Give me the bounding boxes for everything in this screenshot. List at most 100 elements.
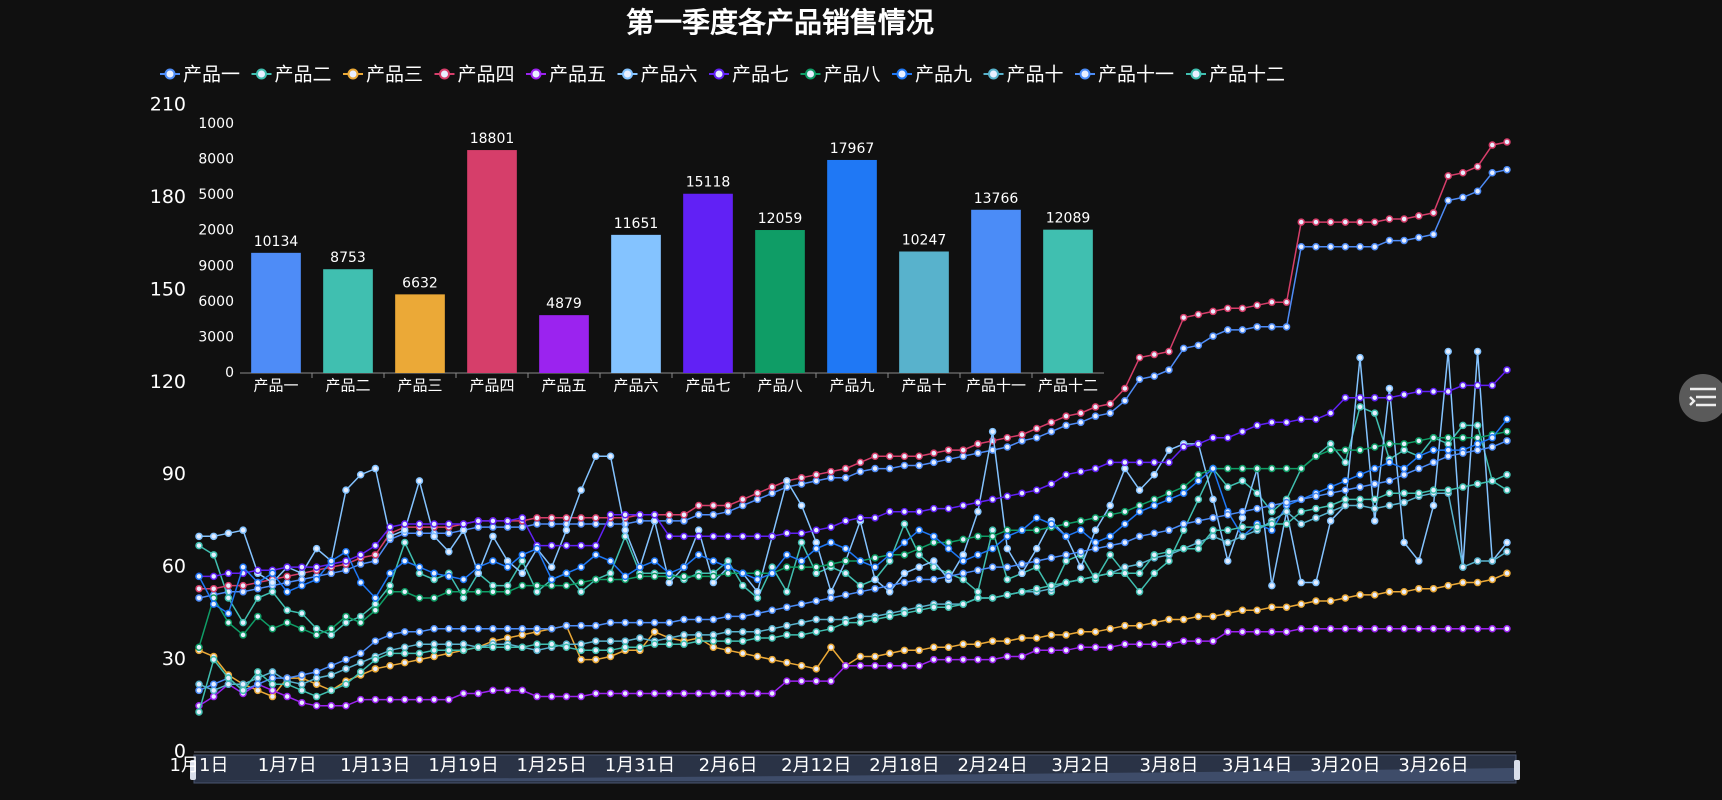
data-point xyxy=(1121,538,1129,547)
data-point xyxy=(459,526,468,534)
data-point xyxy=(1473,446,1482,454)
data-point xyxy=(577,646,585,655)
data-point xyxy=(1400,588,1408,596)
data-point xyxy=(621,689,629,698)
data-point xyxy=(1047,631,1056,639)
data-point xyxy=(783,631,791,639)
data-point xyxy=(489,643,497,651)
data-point xyxy=(459,640,468,648)
data-point xyxy=(1282,603,1291,611)
data-zoom[interactable] xyxy=(190,754,1520,784)
data-point xyxy=(1224,483,1232,491)
data-point xyxy=(312,563,321,571)
data-point xyxy=(1032,634,1041,642)
legend-item[interactable]: 产品五 xyxy=(526,64,606,86)
data-point xyxy=(1091,544,1100,553)
bar xyxy=(395,294,445,373)
data-point xyxy=(724,569,732,578)
data-point xyxy=(797,538,806,547)
legend-item[interactable]: 产品二 xyxy=(251,64,332,86)
x-tick-label: 3月20日 xyxy=(1310,755,1380,776)
data-point xyxy=(812,615,821,624)
data-point xyxy=(1106,400,1114,408)
data-point xyxy=(959,655,967,664)
data-point xyxy=(1415,557,1423,565)
data-point xyxy=(401,658,409,667)
data-point xyxy=(930,449,938,457)
data-point xyxy=(900,569,909,578)
data-point xyxy=(503,517,512,525)
data-point xyxy=(606,557,615,565)
x-tick-label: 2月24日 xyxy=(957,755,1027,776)
legend-item[interactable]: 产品三 xyxy=(343,64,423,86)
data-point xyxy=(650,689,659,698)
data-point xyxy=(1282,628,1291,636)
zoom-handle-right[interactable] xyxy=(1514,760,1520,780)
data-point xyxy=(518,523,527,531)
legend-item[interactable]: 产品七 xyxy=(709,64,789,86)
data-point xyxy=(518,557,527,565)
data-point xyxy=(1312,514,1320,522)
bar-value-label: 12059 xyxy=(758,211,803,227)
data-point xyxy=(665,689,674,698)
data-point xyxy=(489,686,497,695)
data-point xyxy=(342,702,350,710)
data-point xyxy=(797,474,806,482)
legend-label: 产品三 xyxy=(366,64,423,86)
bar-y-tick-label: 2000 xyxy=(198,223,234,239)
toolbox-button[interactable] xyxy=(1679,374,1722,422)
legend-item[interactable]: 产品八 xyxy=(800,64,881,86)
data-point xyxy=(739,581,747,590)
data-point xyxy=(1473,347,1482,356)
data-point xyxy=(401,588,409,596)
legend-item[interactable]: 产品六 xyxy=(617,64,698,86)
data-point xyxy=(209,680,218,688)
legend-item[interactable]: 产品十 xyxy=(983,64,1064,86)
data-point xyxy=(1003,575,1012,584)
data-point xyxy=(1238,464,1247,473)
data-point xyxy=(1385,477,1394,485)
data-point xyxy=(489,557,497,565)
bar xyxy=(539,315,589,373)
legend-item[interactable]: 产品九 xyxy=(892,64,972,86)
data-point xyxy=(547,575,556,584)
zoom-handle-left[interactable] xyxy=(190,760,196,780)
data-point xyxy=(959,600,967,608)
data-point xyxy=(1121,397,1129,405)
bar xyxy=(899,251,949,373)
data-point xyxy=(1459,421,1467,430)
data-point xyxy=(1077,418,1085,427)
data-point xyxy=(1326,501,1335,510)
data-point xyxy=(1356,242,1364,251)
legend-item[interactable]: 产品十二 xyxy=(1186,64,1285,86)
legend-item[interactable]: 产品一 xyxy=(160,64,240,86)
data-point xyxy=(342,665,350,673)
data-point xyxy=(885,661,894,670)
data-point xyxy=(1356,218,1364,226)
data-point xyxy=(1150,458,1159,467)
data-point xyxy=(768,569,776,578)
data-point xyxy=(459,575,468,584)
data-point xyxy=(915,544,923,553)
data-point xyxy=(885,649,894,658)
data-point xyxy=(1459,381,1467,390)
data-point xyxy=(665,618,674,627)
data-point xyxy=(885,452,894,460)
data-point xyxy=(724,532,732,541)
data-point xyxy=(239,631,247,639)
data-point xyxy=(430,652,438,661)
x-tick-label: 1月25日 xyxy=(517,755,587,776)
data-point xyxy=(1135,375,1144,383)
data-point xyxy=(1150,495,1159,504)
data-point xyxy=(1224,538,1232,547)
data-point xyxy=(533,640,541,648)
data-point xyxy=(1385,489,1394,497)
data-point xyxy=(1488,141,1497,149)
data-point xyxy=(959,575,967,584)
data-point xyxy=(1473,578,1482,587)
legend-item[interactable]: 产品十一 xyxy=(1075,64,1174,86)
data-point xyxy=(562,643,571,651)
data-point xyxy=(533,692,541,701)
data-point xyxy=(327,671,336,679)
legend-item[interactable]: 产品四 xyxy=(434,64,515,86)
